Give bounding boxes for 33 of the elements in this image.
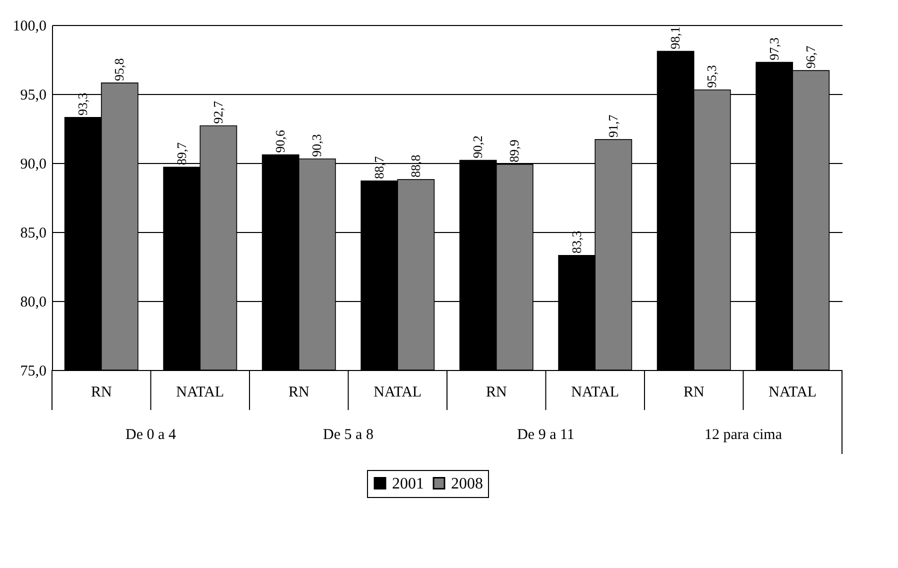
data-label: 96,7 <box>802 45 818 69</box>
legend-label: 2008 <box>451 475 483 492</box>
y-tick-label: 90,0 <box>20 156 46 172</box>
data-label: 97,3 <box>766 38 782 60</box>
legend-label: 2001 <box>392 475 424 492</box>
x-tick-label: NATAL <box>571 384 620 400</box>
y-tick-label: 75,0 <box>20 364 46 380</box>
y-tick-label: 100,0 <box>12 18 46 34</box>
data-label: 88,7 <box>371 156 386 179</box>
data-label: 90,6 <box>272 129 288 153</box>
data-label: 92,7 <box>210 100 226 124</box>
y-tick-label: 85,0 <box>20 226 46 242</box>
data-label: 89,9 <box>506 140 522 162</box>
x-tick-label: RN <box>288 384 310 400</box>
y-tick-label: 80,0 <box>20 294 46 310</box>
data-label: 88,8 <box>408 154 423 178</box>
x-tick-label: RN <box>90 384 112 400</box>
data-label: 95,3 <box>704 65 720 88</box>
x-tick-label: RN <box>486 384 507 400</box>
text: 12 para cima <box>704 427 782 443</box>
text: De 9 a 11 <box>517 427 574 443</box>
x-tick-label: NATAL <box>374 384 422 400</box>
x-tick-label: RN <box>683 384 704 400</box>
x-tick-label: NATAL <box>768 384 817 400</box>
text: De 0 a 4 <box>126 427 176 443</box>
data-label: 98,1 <box>668 26 683 50</box>
data-label: 95,8 <box>112 58 127 81</box>
x-tick-label: NATAL <box>176 384 224 400</box>
data-label: 91,7 <box>605 114 620 138</box>
data-label: 90,3 <box>309 134 324 157</box>
data-label: 90,2 <box>470 135 486 158</box>
y-tick-label: 95,0 <box>20 88 46 104</box>
text: De 5 a 8 <box>323 427 374 443</box>
